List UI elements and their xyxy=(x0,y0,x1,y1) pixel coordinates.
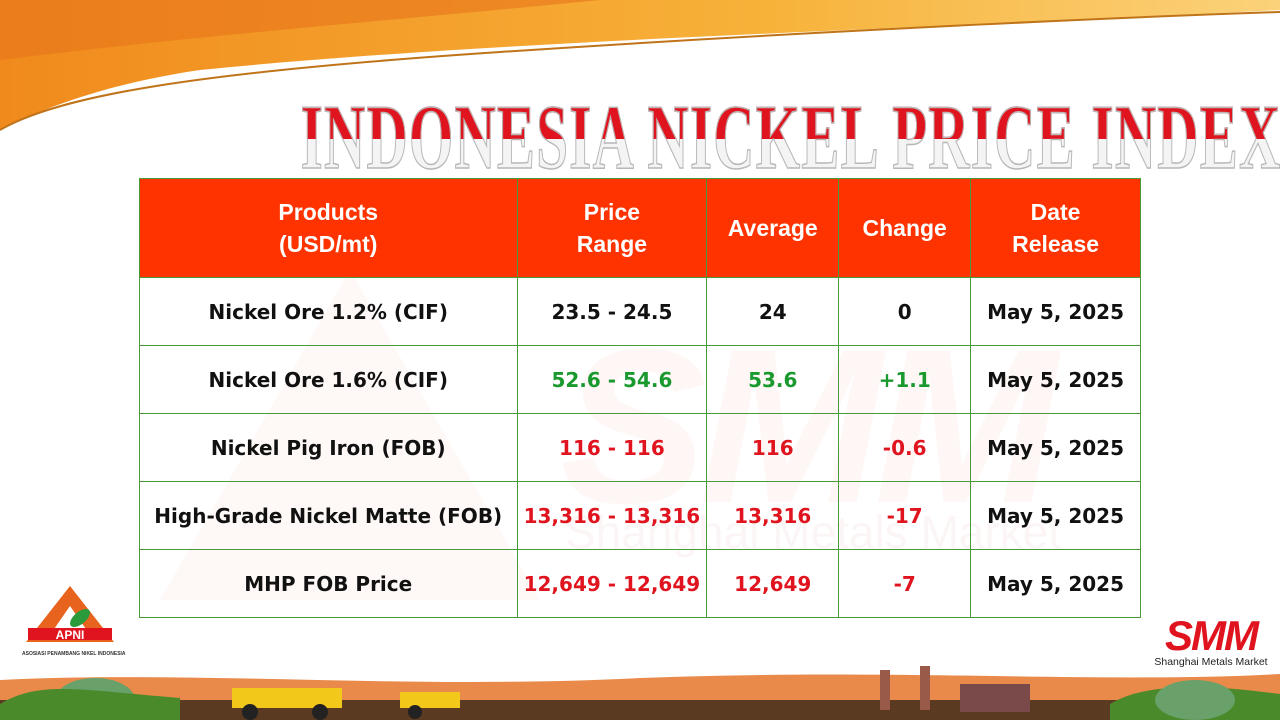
cell-product: Nickel Pig Iron (FOB) xyxy=(139,413,518,482)
header-date-release: Date Release xyxy=(970,178,1141,278)
svg-text:APNI: APNI xyxy=(56,628,85,642)
price-table: Products (USD/mt) Price Range Average Chang… xyxy=(139,178,1141,618)
table-row: MHP FOB Price 12,649 - 12,649 12,649 -7 May … xyxy=(139,549,1141,618)
cell-range: 52.6 - 54.6 xyxy=(516,345,708,414)
apni-triangle-icon: APNI xyxy=(26,586,114,642)
table-row: Nickel Ore 1.6% (CIF) 52.6 - 54.6 53.6 +1.1… xyxy=(139,345,1141,414)
top-swoosh-decoration xyxy=(0,0,1280,131)
smm-logo: SMM Shanghai Metals Market xyxy=(1148,612,1274,669)
apni-subtitle: ASOSIASI PENAMBANG NIKEL INDONESIA xyxy=(22,651,126,657)
cell-range: 12,649 - 12,649 xyxy=(516,549,708,618)
cell-change: -17 xyxy=(838,481,972,550)
cell-date: May 5, 2025 xyxy=(970,549,1141,618)
cell-range: 23.5 - 24.5 xyxy=(516,277,708,346)
cell-average: 13,316 xyxy=(706,481,840,550)
cell-product: MHP FOB Price xyxy=(139,549,518,618)
smm-logo-subtitle: Shanghai Metals Market xyxy=(1154,656,1268,668)
cell-date: May 5, 2025 xyxy=(970,345,1141,414)
smm-logo-text: SMM xyxy=(1165,612,1259,659)
cell-average: 53.6 xyxy=(706,345,840,414)
cell-change: 0 xyxy=(838,277,972,346)
cell-product: High-Grade Nickel Matte (FOB) xyxy=(139,481,518,550)
cell-change: +1.1 xyxy=(838,345,972,414)
cell-change: -0.6 xyxy=(838,413,972,482)
cell-average: 24 xyxy=(706,277,840,346)
cell-date: May 5, 2025 xyxy=(970,277,1141,346)
table-row: Nickel Pig Iron (FOB) 116 - 116 116 -0.6 May… xyxy=(139,413,1141,482)
bottom-mining-scene-decoration xyxy=(0,666,1280,720)
cell-change: -7 xyxy=(838,549,972,618)
cell-range: 13,316 - 13,316 xyxy=(516,481,708,550)
header-average: Average xyxy=(706,178,840,278)
cell-average: 12,649 xyxy=(706,549,840,618)
cell-product: Nickel Ore 1.2% (CIF) xyxy=(139,277,518,346)
header-price-range: Price Range xyxy=(516,178,708,278)
table-row: High-Grade Nickel Matte (FOB) 13,316 - 13… xyxy=(139,481,1141,550)
cell-date: May 5, 2025 xyxy=(970,413,1141,482)
page-title: INDONESIA NICKEL PRICE INDEX xyxy=(300,85,1280,189)
cell-product: Nickel Ore 1.6% (CIF) xyxy=(139,345,518,414)
table-row: Nickel Ore 1.2% (CIF) 23.5 - 24.5 24 0 May 5… xyxy=(139,277,1141,346)
header-change: Change xyxy=(838,178,972,278)
apni-logo: APNI ASOSIASI PENAMBANG NIKEL INDONESIA xyxy=(22,584,126,657)
cell-range: 116 - 116 xyxy=(516,413,708,482)
cell-average: 116 xyxy=(706,413,840,482)
cell-date: May 5, 2025 xyxy=(970,481,1141,550)
table-header-row: Products (USD/mt) Price Range Average Chang… xyxy=(139,178,1141,278)
header-products: Products (USD/mt) xyxy=(139,178,518,278)
